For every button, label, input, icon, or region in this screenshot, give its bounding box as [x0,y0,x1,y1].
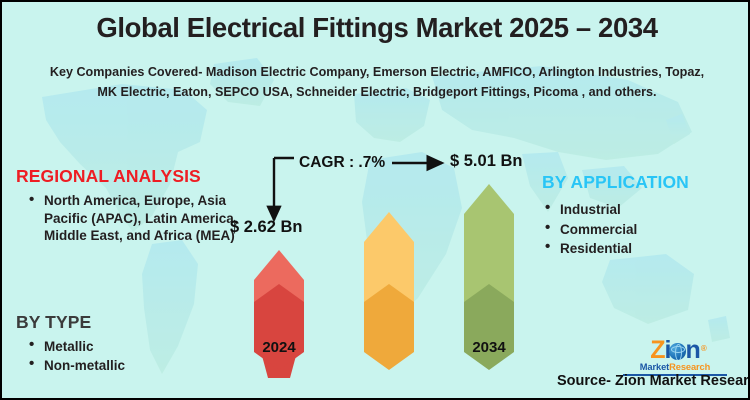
list-item: Residential [542,238,747,259]
regional-analysis-heading: REGIONAL ANALYSIS [16,166,201,186]
logo-letter-i: i [664,336,672,364]
title-bar: Global Electrical Fittings Market 2025 –… [2,2,748,54]
logo-wordmark: Zi n ® [650,336,707,364]
list-item: Commercial [542,219,747,240]
list-item: Non-metallic [26,355,236,375]
bar-2024 [254,250,304,378]
logo-tagline: MarketResearch [618,362,732,373]
bar-label-2034: 2034 [472,339,506,356]
list-item: Metallic [26,336,236,356]
list-item: Industrial [542,199,747,220]
regional-analysis-block: REGIONAL ANALYSIS North America, Europe,… [16,166,246,245]
page-title: Global Electrical Fittings Market 2025 –… [96,12,658,43]
value-label-2024: $ 2.62 Bn [230,218,303,236]
logo-tagline-research: Research [669,362,711,372]
by-application-heading: BY APPLICATION [542,172,689,192]
key-companies-line-2: MK Electric, Eaton, SEPCO USA, Schneider… [97,85,657,99]
source-attribution: Source- Zion Market Research [557,373,750,389]
key-companies-block: Key Companies Covered- Madison Electric … [22,62,732,102]
by-application-list: Industrial Commercial Residential [542,199,747,259]
logo-letter-z: Z [650,336,665,364]
by-type-list: Metallic Non-metallic [26,336,236,375]
regional-analysis-list: North America, Europe, Asia Pacific (APA… [26,191,246,245]
value-label-2034: $ 5.01 Bn [450,152,523,170]
globe-icon [669,343,687,360]
by-type-heading: BY TYPE [16,312,92,332]
logo-letter-n: n [685,336,700,364]
cagr-label: CAGR : .7% [299,154,386,171]
bar-label-2024: 2024 [262,339,296,356]
by-type-block: BY TYPE Metallic Non-metallic [16,312,236,375]
logo-tagline-market: Market [639,362,670,372]
key-companies-line-1: Key Companies Covered- Madison Electric … [49,65,705,79]
logo-underline [623,374,727,376]
by-application-block: BY APPLICATION Industrial Commercial Res… [542,172,747,259]
zion-market-research-logo: Zi n ® MarketResearch [618,338,732,376]
bar-2034 [464,184,514,370]
list-item: North America, Europe, Asia Pacific (APA… [26,191,246,245]
bar-middle [364,212,414,370]
registered-trademark-icon: ® [700,344,707,353]
